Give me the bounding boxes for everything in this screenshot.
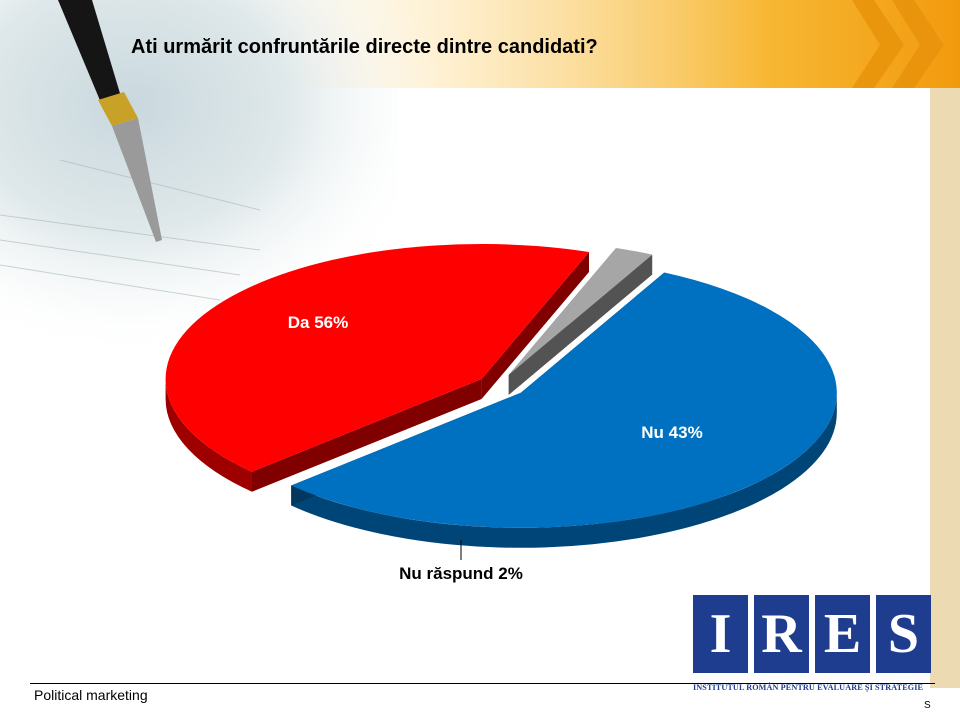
pie-cut-face <box>251 378 482 492</box>
pie-cut-face <box>481 252 590 399</box>
pie-slice-nu-răspund <box>508 247 653 375</box>
logo-letter-i: I <box>693 595 748 673</box>
ires-logo: I R E S INSTITUTUL ROMÂN PENTRU EVALUARE… <box>693 595 931 695</box>
chevron-decoration <box>852 0 944 88</box>
paper-lines-decoration <box>0 159 261 301</box>
pie-side-nu <box>165 378 252 492</box>
logo-letter-r: R <box>754 595 809 673</box>
logo-letter-e: E <box>815 595 870 673</box>
data-label-da: Da 56% <box>288 313 348 332</box>
footer-text: Political marketing <box>34 687 148 703</box>
page-mark: S <box>924 700 931 711</box>
pen-decoration <box>58 0 162 242</box>
pie-slice-nu <box>165 243 590 472</box>
pie-side-da <box>291 392 837 548</box>
footer-divider <box>30 683 935 684</box>
logo-subtitle: INSTITUTUL ROMÂN PENTRU EVALUARE ȘI STRA… <box>693 683 924 692</box>
data-label-nu-răspund: Nu răspund 2% <box>399 564 523 583</box>
logo-letter-s: S <box>876 595 931 673</box>
pie-slice-da <box>291 272 837 528</box>
slide-title: Ati urmărit confruntările directe dintre… <box>131 36 598 58</box>
pie-cut-face <box>508 254 653 395</box>
data-label-nu: Nu 43% <box>641 423 702 442</box>
